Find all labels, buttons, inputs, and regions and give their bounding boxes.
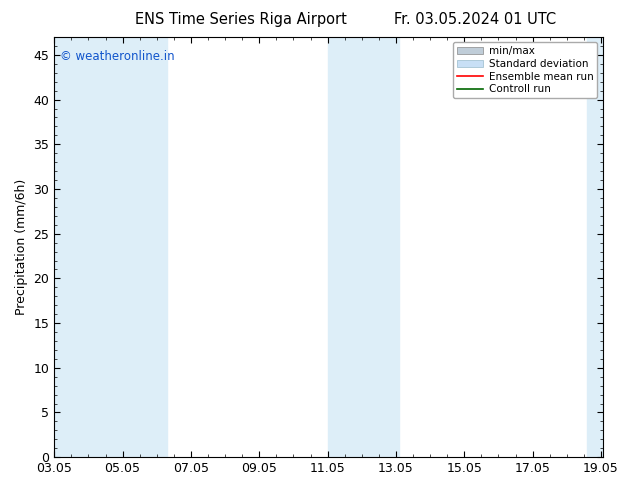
- Bar: [95, 37, 167, 457]
- Y-axis label: Precipitation (mm/6h): Precipitation (mm/6h): [15, 179, 28, 315]
- Bar: [587, 37, 603, 457]
- Text: © weatheronline.in: © weatheronline.in: [60, 49, 174, 63]
- Legend: min/max, Standard deviation, Ensemble mean run, Controll run: min/max, Standard deviation, Ensemble me…: [453, 42, 597, 98]
- Text: Fr. 03.05.2024 01 UTC: Fr. 03.05.2024 01 UTC: [394, 12, 557, 27]
- Bar: [355, 37, 399, 457]
- Text: ENS Time Series Riga Airport: ENS Time Series Riga Airport: [135, 12, 347, 27]
- Bar: [328, 37, 355, 457]
- Bar: [55, 37, 95, 457]
